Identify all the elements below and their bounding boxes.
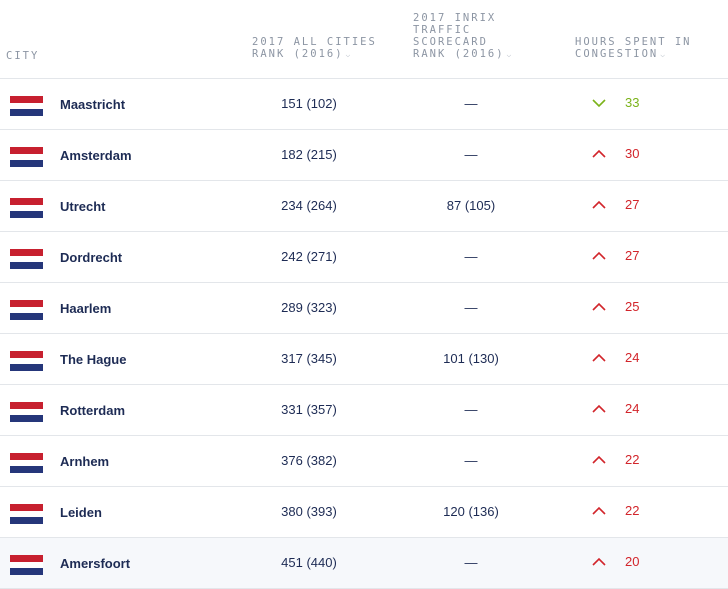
netherlands-flag-icon	[10, 147, 43, 167]
congestion-hours: 30	[625, 146, 640, 161]
inrix-rank: —	[464, 453, 478, 468]
netherlands-flag-icon	[10, 96, 43, 116]
trend-up-chevron-icon	[592, 404, 606, 413]
inrix-rank: —	[464, 402, 478, 417]
congestion-hours: 24	[625, 401, 640, 416]
sort-chevron-icon[interactable]: ⌵	[506, 50, 512, 59]
all-cities-rank: 289 (323)	[281, 300, 337, 315]
all-cities-rank: 234 (264)	[281, 198, 337, 213]
column-header-rank-line2: RANK (2016)	[252, 48, 344, 60]
inrix-rank: —	[464, 555, 478, 570]
trend-up-chevron-icon	[592, 455, 606, 464]
table-row[interactable]: Dordrecht 242 (271) — 27	[0, 232, 728, 283]
table-row[interactable]: Leiden 380 (393) 120 (136) 22	[0, 487, 728, 538]
congestion-hours: 22	[625, 452, 640, 467]
congestion-hours: 27	[625, 197, 640, 212]
inrix-rank: —	[464, 300, 478, 315]
table-row[interactable]: Arnhem 376 (382) — 22	[0, 436, 728, 487]
column-header-city-label: CITY	[6, 50, 40, 62]
city-name: Maastricht	[60, 97, 126, 112]
all-cities-rank: 376 (382)	[281, 453, 337, 468]
inrix-rank: 101 (130)	[443, 351, 499, 366]
city-name: Rotterdam	[60, 403, 126, 418]
column-header-inrix-line1: 2017 INRIX	[413, 12, 497, 24]
table-body: Maastricht 151 (102) — 33 Amsterdam 182 (215)…	[0, 79, 728, 589]
column-header-all-cities-rank[interactable]: 2017 ALL CITIES RANK (2016) ⌵	[252, 36, 377, 61]
column-header-inrix-line3: SCORECARD	[413, 36, 488, 48]
trend-down-chevron-icon	[592, 99, 606, 108]
column-header-inrix-line2: TRAFFIC	[413, 24, 472, 36]
table-row[interactable]: Haarlem 289 (323) — 25	[0, 283, 728, 334]
column-header-inrix-rank[interactable]: 2017 INRIX TRAFFIC SCORECARD RANK (2016)…	[413, 12, 511, 61]
congestion-hours: 22	[625, 503, 640, 518]
all-cities-rank: 331 (357)	[281, 402, 337, 417]
netherlands-flag-icon	[10, 300, 43, 320]
all-cities-rank: 182 (215)	[281, 147, 337, 162]
netherlands-flag-icon	[10, 555, 43, 575]
congestion-hours: 25	[625, 299, 640, 314]
trend-up-chevron-icon	[592, 149, 606, 158]
congestion-hours: 24	[625, 350, 640, 365]
inrix-rank: —	[464, 249, 478, 264]
netherlands-flag-icon	[10, 198, 43, 218]
city-name: Amersfoort	[60, 556, 131, 571]
column-header-city[interactable]: CITY	[6, 50, 39, 62]
trend-up-chevron-icon	[592, 200, 606, 209]
netherlands-flag-icon	[10, 249, 43, 269]
city-name: Haarlem	[60, 301, 112, 316]
all-cities-rank: 451 (440)	[281, 555, 337, 570]
table-header: CITY 2017 ALL CITIES RANK (2016) ⌵ 2017 I…	[0, 0, 728, 79]
trend-up-chevron-icon	[592, 557, 606, 566]
table-row[interactable]: Amsterdam 182 (215) — 30	[0, 130, 728, 181]
inrix-rank: —	[464, 96, 478, 111]
column-header-hours-line1: HOURS SPENT IN	[575, 36, 692, 48]
trend-up-chevron-icon	[592, 353, 606, 362]
column-header-rank-line1: 2017 ALL CITIES	[252, 36, 377, 48]
all-cities-rank: 380 (393)	[281, 504, 337, 519]
sort-chevron-icon[interactable]: ⌵	[345, 50, 351, 59]
column-header-hours-line2: CONGESTION	[575, 48, 659, 60]
all-cities-rank: 151 (102)	[281, 96, 337, 111]
netherlands-flag-icon	[10, 453, 43, 473]
city-name: Amsterdam	[60, 148, 132, 163]
inrix-rank: —	[464, 147, 478, 162]
table-row[interactable]: Amersfoort 451 (440) — 20	[0, 538, 728, 589]
netherlands-flag-icon	[10, 504, 43, 524]
congestion-hours: 33	[625, 95, 640, 110]
all-cities-rank: 317 (345)	[281, 351, 337, 366]
congestion-hours: 20	[625, 554, 640, 569]
table-row[interactable]: The Hague 317 (345) 101 (130) 24	[0, 334, 728, 385]
city-name: Arnhem	[60, 454, 110, 469]
sort-chevron-icon[interactable]: ⌵	[660, 50, 666, 59]
netherlands-flag-icon	[10, 402, 43, 422]
inrix-rank: 120 (136)	[443, 504, 499, 519]
inrix-rank: 87 (105)	[446, 198, 496, 213]
netherlands-flag-icon	[10, 351, 43, 371]
table-row[interactable]: Rotterdam 331 (357) — 24	[0, 385, 728, 436]
trend-up-chevron-icon	[592, 506, 606, 515]
city-name: Leiden	[60, 505, 102, 520]
trend-up-chevron-icon	[592, 302, 606, 311]
all-cities-rank: 242 (271)	[281, 249, 337, 264]
congestion-hours: 27	[625, 248, 640, 263]
column-header-inrix-line4: RANK (2016)	[413, 48, 505, 60]
city-name: Dordrecht	[60, 250, 123, 265]
table-row[interactable]: Utrecht 234 (264) 87 (105) 27	[0, 181, 728, 232]
table-row[interactable]: Maastricht 151 (102) — 33	[0, 79, 728, 130]
trend-up-chevron-icon	[592, 251, 606, 260]
city-name: Utrecht	[60, 199, 106, 214]
city-name: The Hague	[60, 352, 127, 367]
column-header-hours-congestion[interactable]: HOURS SPENT IN CONGESTION ⌵	[575, 36, 692, 61]
